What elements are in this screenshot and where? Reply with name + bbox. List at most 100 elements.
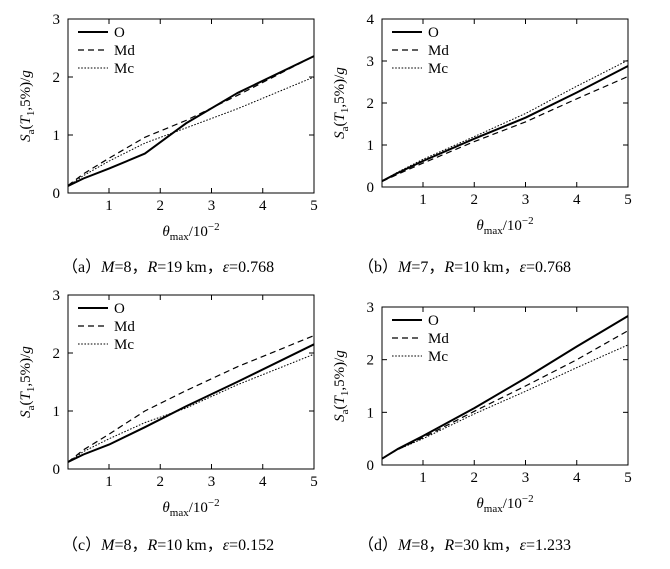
caption-m: M	[397, 537, 413, 554]
ylabel-rest: ,5%)/	[332, 74, 348, 108]
x-tick-label: 1	[419, 470, 427, 486]
ylabel-paren: (	[332, 404, 348, 409]
x-tick-label: 4	[573, 192, 581, 208]
x-tick-label: 3	[208, 474, 216, 490]
y-tick-label: 3	[367, 54, 375, 70]
caption-r-value: =19 km，	[157, 259, 222, 276]
xlabel-rest: /10	[189, 500, 208, 516]
x-tick-label: 3	[522, 470, 530, 486]
legend-label: Mc	[428, 61, 448, 77]
panel-caption: （c）M=8，R=10 km，ε=0.152	[62, 536, 274, 554]
y-axis-label: Sa(T1,5%)/g	[332, 67, 351, 139]
x-tick-label: 4	[259, 198, 267, 214]
xlabel-rest: /10	[503, 496, 522, 512]
ylabel-tsub: 1	[25, 111, 37, 117]
series-line-md	[67, 55, 315, 186]
xlabel-rest: /10	[503, 218, 522, 234]
ylabel-t: T	[332, 111, 348, 121]
panel-caption: （b）M=7，R=10 km，ε=0.768	[358, 258, 571, 276]
caption-prefix: （a）	[62, 258, 101, 276]
caption-r: R	[443, 537, 454, 554]
ylabel-tsub: 1	[339, 391, 351, 397]
series-line-mc	[67, 76, 315, 187]
caption-r-value: =10 km，	[157, 537, 222, 554]
legend-label: O	[114, 25, 125, 41]
x-tick-label: 5	[624, 192, 632, 208]
panel-caption: （d）M=8，R=30 km，ε=1.233	[358, 536, 571, 554]
legend: O Md Mc	[78, 301, 135, 353]
y-tick-label: 0	[53, 462, 61, 478]
chart-panel-b: 1 2 3 4 501234OMdMcSa(T1,5%)/gθmax/10−2（b）M=…	[332, 12, 632, 276]
ylabel-sub: a	[339, 126, 351, 131]
xlabel-theta: θ	[162, 224, 170, 240]
y-tick-label: 3	[367, 300, 375, 316]
plot-frame	[67, 294, 315, 470]
ylabel-tsub: 1	[339, 108, 351, 114]
series-line-o	[67, 55, 315, 187]
caption-eps-value: =0.768	[229, 259, 274, 276]
ylabel-rest: ,5%)/	[332, 357, 348, 391]
ylabel-s: S	[332, 414, 348, 422]
caption-prefix: （b）	[358, 258, 398, 276]
xlabel-sub: max	[170, 231, 189, 243]
ylabel-t: T	[18, 114, 34, 124]
xlabel-theta: θ	[162, 500, 170, 516]
caption-m-value: =8，	[411, 537, 444, 554]
xlabel-sub: max	[484, 225, 503, 237]
xlabel-sup: −2	[208, 497, 220, 509]
x-tick-label: 2	[471, 192, 479, 208]
legend-label: Mc	[428, 349, 448, 365]
ylabel-g: g	[18, 70, 34, 78]
ylabel-paren: (	[332, 121, 348, 126]
xlabel-sup: −2	[522, 493, 534, 505]
caption-prefix: （c）	[62, 536, 101, 554]
x-tick-label: 3	[208, 198, 216, 214]
y-axis-label: Sa(T1,5%)/g	[18, 346, 37, 418]
x-axis-label: θmax/10−2	[162, 497, 219, 519]
ylabel-s: S	[18, 134, 34, 142]
legend-label: Mc	[114, 61, 134, 77]
caption-eps: ε	[520, 537, 527, 554]
y-tick-label: 1	[53, 128, 61, 144]
y-axis-label: Sa(T1,5%)/g	[332, 350, 351, 422]
x-tick-label: 1	[419, 192, 427, 208]
caption-r-value: =10 km，	[454, 259, 519, 276]
caption-m: M	[100, 259, 116, 276]
caption-r-value: =30 km，	[454, 537, 519, 554]
y-tick-label: 1	[367, 405, 375, 421]
legend-label: Md	[114, 319, 135, 335]
ylabel-g: g	[332, 350, 348, 358]
x-axis-label: θmax/10−2	[476, 215, 533, 237]
legend-label: Md	[428, 43, 449, 59]
legend-label: O	[114, 301, 125, 317]
ylabel-tsub: 1	[25, 387, 37, 393]
x-tick-label: 5	[310, 474, 318, 490]
y-tick-label: 3	[53, 12, 61, 28]
xlabel-sup: −2	[208, 221, 220, 233]
chart-panel-a: 1 2 3 4 50123OMdMcSa(T1,5%)/gθmax/10−2（a）M=8…	[18, 12, 318, 276]
x-tick-label: 3	[522, 192, 530, 208]
x-axis-label: θmax/10−2	[162, 221, 219, 243]
y-tick-label: 2	[367, 96, 375, 112]
x-tick-label: 5	[310, 198, 318, 214]
series-line-md	[381, 330, 629, 460]
caption-m-value: =8，	[114, 537, 147, 554]
series-line-md	[67, 335, 315, 463]
ylabel-g: g	[18, 346, 34, 354]
xlabel-theta: θ	[476, 496, 484, 512]
y-tick-label: 2	[53, 70, 61, 86]
legend-label: O	[428, 25, 439, 41]
panel-caption: （a）M=8，R=19 km，ε=0.768	[62, 258, 274, 276]
caption-eps-value: =1.233	[526, 537, 571, 554]
y-tick-label: 2	[53, 346, 61, 362]
caption-eps: ε	[223, 537, 230, 554]
ylabel-sub: a	[25, 405, 37, 410]
ylabel-s: S	[18, 410, 34, 418]
series-line-md	[381, 75, 629, 183]
xlabel-sub: max	[170, 507, 189, 519]
ylabel-sub: a	[339, 409, 351, 414]
series-line-mc	[381, 59, 629, 182]
legend: O Md Mc	[78, 25, 135, 77]
y-tick-label: 3	[53, 288, 61, 304]
